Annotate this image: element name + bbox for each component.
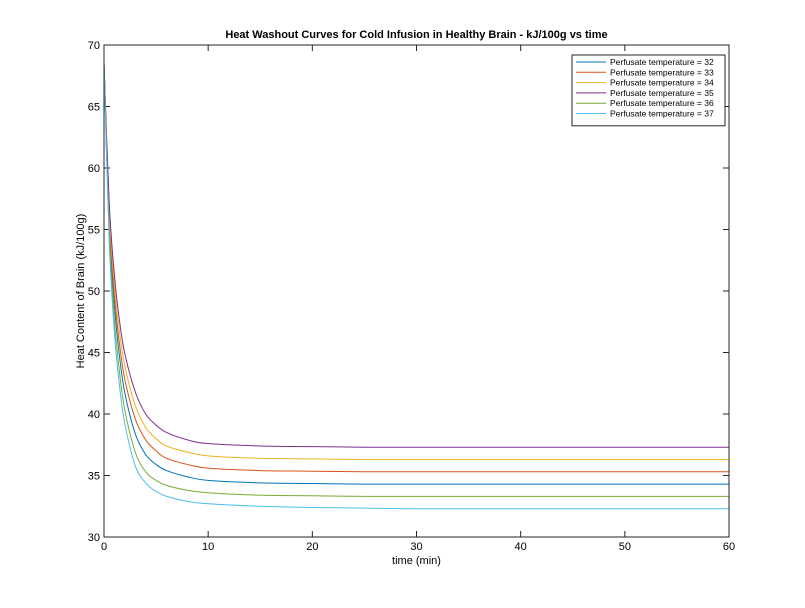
- y-tick-label: 30: [88, 532, 100, 544]
- y-tick-label: 60: [88, 163, 100, 175]
- y-tick-label: 35: [88, 471, 100, 483]
- chart-title: Heat Washout Curves for Cold Infusion in…: [225, 29, 607, 41]
- y-tick-label: 70: [88, 40, 100, 52]
- ticks-layer: 0 10 20 30 40 50 60 30 35 40 45 50 55 60 65 70: [88, 40, 735, 553]
- legend-label: Perfusate temperature = 33: [610, 67, 714, 77]
- x-tick-label: 40: [515, 541, 527, 553]
- y-tick-label: 45: [88, 348, 100, 360]
- legend-label: Perfusate temperature = 32: [610, 57, 714, 67]
- series-line-3: [103, 63, 729, 461]
- plot-area: [104, 45, 729, 537]
- legend-label: Perfusate temperature = 35: [610, 88, 714, 98]
- x-tick-label: 20: [306, 541, 318, 553]
- series-line-2: [103, 63, 729, 473]
- x-axis-label: time (min): [392, 555, 441, 567]
- y-tick-label: 50: [88, 286, 100, 298]
- series-line-6: [103, 63, 729, 510]
- series-line-1: [103, 63, 729, 485]
- x-tick-label: 0: [101, 541, 107, 553]
- series-line-5: [103, 63, 729, 497]
- y-tick-label: 65: [88, 102, 100, 114]
- legend-label: Perfusate temperature = 34: [610, 78, 714, 88]
- y-axis-label: Heat Content of Brain (kJ/100g): [75, 214, 87, 369]
- y-tick-label: 55: [88, 225, 100, 237]
- y-tick-label: 40: [88, 409, 100, 421]
- x-tick-label: 10: [202, 541, 214, 553]
- x-tick-label: 60: [723, 541, 735, 553]
- series-line-4: [103, 63, 729, 448]
- lines-layer: [103, 63, 729, 510]
- legend-label: Perfusate temperature = 37: [610, 109, 714, 119]
- x-tick-label: 50: [619, 541, 631, 553]
- plot-border: [103, 44, 730, 538]
- legend-label: Perfusate temperature = 36: [610, 98, 714, 108]
- x-tick-label: 30: [410, 541, 422, 553]
